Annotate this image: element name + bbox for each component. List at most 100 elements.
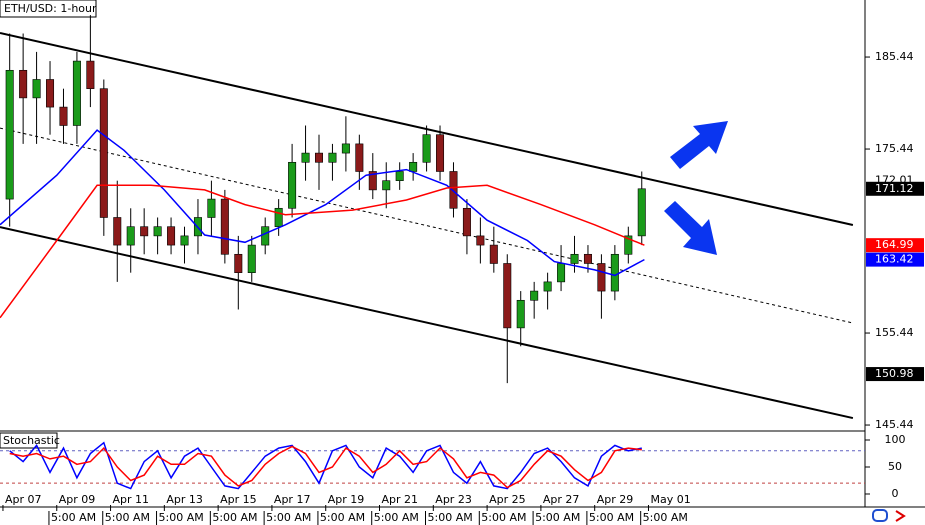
x-tick-label: 5:00 AM — [266, 511, 311, 524]
x-tick-label: 5:00 AM — [589, 511, 634, 524]
candle-body — [247, 244, 256, 273]
candle-body — [637, 188, 646, 237]
candle-body — [476, 235, 485, 246]
candle-body — [583, 253, 592, 264]
chart-title: ETH/USD: 1-hour — [4, 2, 97, 15]
y-tick-label: 0 — [892, 487, 899, 500]
x-tick-label: Apr 07 — [5, 493, 42, 506]
indicator-title: Stochastic — [3, 434, 60, 447]
y-tick-label: 145.44 — [875, 418, 914, 431]
x-tick-label: 5:00 AM — [374, 511, 419, 524]
x-tick-label: Apr 23 — [435, 493, 472, 506]
x-tick-label: Apr 19 — [328, 493, 365, 506]
y-tick-label: 185.44 — [875, 50, 914, 63]
x-tick-label: Apr 11 — [113, 493, 150, 506]
candle-body — [462, 207, 471, 237]
candle-body — [261, 226, 270, 246]
candle-body — [19, 69, 28, 99]
candle-body — [597, 263, 606, 292]
y-tick-label: 155.44 — [875, 326, 914, 339]
candle-body — [207, 198, 216, 218]
toolbar-icons — [872, 509, 906, 522]
x-tick-label: 5:00 AM — [51, 511, 96, 524]
candle-body — [516, 299, 525, 329]
y-tick-label: 175.44 — [875, 142, 914, 155]
candle-body — [449, 171, 458, 209]
candle-body — [409, 161, 418, 172]
candle-body — [113, 217, 122, 246]
x-tick-label: 5:00 AM — [643, 511, 688, 524]
y-tick-label: 50 — [888, 460, 902, 473]
x-tick-label: 5:00 AM — [320, 511, 365, 524]
candle-body — [220, 198, 229, 255]
candle-body — [341, 143, 350, 154]
x-tick-label: May 01 — [650, 493, 690, 506]
series-line — [0, 129, 645, 277]
price-marker — [866, 181, 924, 196]
candle-body — [234, 253, 243, 273]
x-tick-label: Apr 21 — [382, 493, 419, 506]
candle-body — [153, 226, 162, 237]
price-marker — [866, 367, 924, 382]
candle-body — [557, 263, 566, 283]
price-marker — [866, 252, 924, 267]
x-tick-label: Apr 17 — [274, 493, 311, 506]
candle-body — [86, 60, 95, 89]
candle-body — [530, 290, 539, 301]
candle-body — [368, 171, 377, 191]
candle-body — [570, 253, 579, 264]
x-tick-label: Apr 13 — [166, 493, 203, 506]
candle-body — [422, 134, 431, 163]
candle-body — [274, 207, 283, 227]
x-tick-label: Apr 27 — [543, 493, 580, 506]
channel-line — [0, 127, 854, 324]
x-tick-label: 5:00 AM — [105, 511, 150, 524]
candle-body — [543, 281, 552, 292]
candle-body — [624, 235, 633, 255]
x-tick-label: Apr 15 — [220, 493, 257, 506]
candle-body — [436, 134, 445, 172]
candle-body — [328, 152, 337, 163]
x-tick-label: 5:00 AM — [159, 511, 204, 524]
candle-body — [180, 235, 189, 246]
candle-body — [288, 161, 297, 209]
candle-body — [5, 69, 14, 200]
x-tick-label: 5:00 AM — [428, 511, 473, 524]
candle-body — [72, 60, 81, 126]
x-tick-label: Apr 25 — [489, 493, 526, 506]
candle-body — [140, 226, 149, 237]
y-tick-label: 100 — [885, 433, 906, 446]
price-marker-label: 163.42 — [875, 253, 914, 266]
candle-body — [59, 106, 68, 126]
candle-body — [301, 152, 310, 163]
price-marker-label: 171.12 — [875, 182, 914, 195]
x-tick-label: 5:00 AM — [535, 511, 580, 524]
series-line — [9, 445, 642, 489]
x-tick-label: 5:00 AM — [212, 511, 257, 524]
arrow-down — [664, 201, 717, 255]
price-marker — [866, 238, 924, 253]
candle-body — [355, 143, 364, 172]
channel-line — [0, 226, 854, 420]
candle-body — [382, 180, 391, 191]
candle-body — [610, 253, 619, 292]
candle-body — [126, 226, 135, 246]
candle-body — [99, 88, 108, 218]
price-marker-label: 150.98 — [875, 367, 914, 380]
candle-body — [46, 79, 55, 108]
price-marker-label: 164.99 — [875, 238, 914, 251]
candle-body — [314, 152, 323, 163]
indicator-box — [0, 432, 58, 449]
candle-body — [489, 244, 498, 264]
x-tick-label: Apr 09 — [59, 493, 96, 506]
candle-body — [167, 226, 176, 246]
x-tick-label: Apr 29 — [597, 493, 634, 506]
candle-body — [503, 263, 512, 329]
candle-body — [395, 171, 404, 181]
series-line — [0, 184, 645, 319]
title-box — [0, 0, 97, 18]
series-line — [9, 441, 642, 490]
